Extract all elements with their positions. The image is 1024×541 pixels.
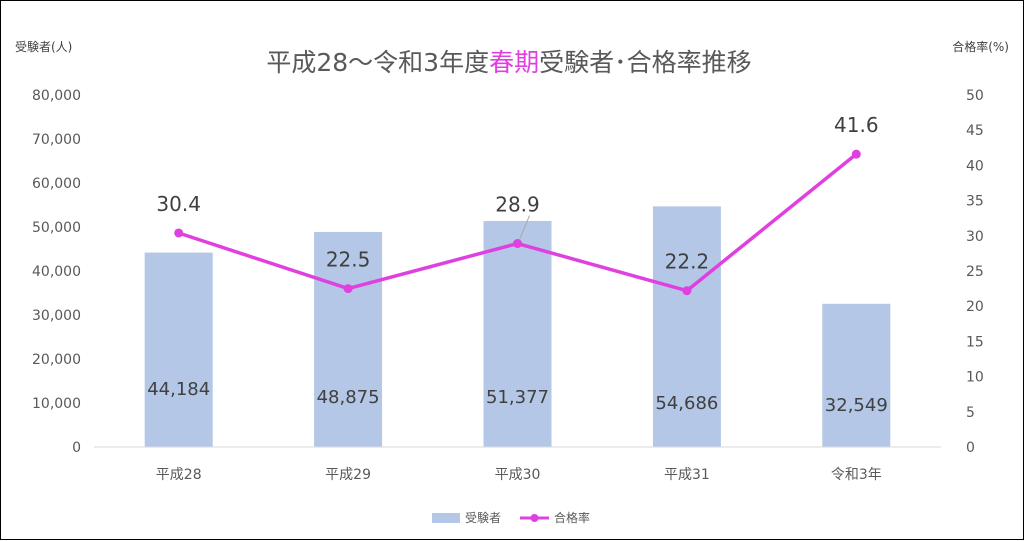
bar <box>822 303 891 447</box>
legend: 受験者 合格率 <box>432 510 590 525</box>
title-part-0: 平成28～令和3年度 <box>266 48 489 77</box>
left-tick-label: 80,000 <box>32 88 81 104</box>
legend-line-marker <box>530 514 539 522</box>
right-axis-label: 合格率(%) <box>952 39 1009 54</box>
line-point <box>513 239 522 249</box>
left-tick-label: 40,000 <box>32 264 81 280</box>
line-value-label: 28.9 <box>495 193 540 217</box>
line-value-label: 30.4 <box>156 192 201 216</box>
right-tick-label: 0 <box>966 440 975 456</box>
bar-value-label: 32,549 <box>825 395 888 416</box>
x-tick-label: 平成28 <box>156 467 202 483</box>
bar <box>652 206 721 447</box>
x-tick-label: 平成30 <box>495 467 541 483</box>
x-tick-label: 令和3年 <box>831 467 882 483</box>
bar-data-labels: 44,184 48,875 51,377 54,686 32,549 <box>147 379 888 416</box>
left-tick-label: 20,000 <box>32 352 81 368</box>
left-axis-ticks: 0 10,000 20,000 30,000 40,000 50,000 60,000 70,… <box>32 88 81 456</box>
x-tick-label: 平成31 <box>664 467 710 483</box>
left-tick-label: 0 <box>72 440 81 456</box>
left-tick-label: 50,000 <box>32 220 81 236</box>
left-tick-label: 70,000 <box>32 132 81 148</box>
line-data-labels: 30.4 22.5 28.9 22.2 41.6 <box>156 113 878 274</box>
left-tick-label: 60,000 <box>32 176 81 192</box>
x-axis-labels: 平成28 平成29 平成30 平成31 令和3年 <box>156 467 882 483</box>
legend-bar-swatch <box>432 513 460 523</box>
right-tick-label: 5 <box>966 405 975 421</box>
bar <box>483 220 552 447</box>
left-tick-label: 10,000 <box>32 396 81 412</box>
line-series <box>174 149 861 296</box>
title-part-2: 受験者･合格率推移 <box>539 48 752 77</box>
line-point <box>343 284 353 294</box>
right-tick-label: 25 <box>966 264 984 280</box>
right-tick-label: 15 <box>966 334 984 350</box>
legend-bar-label: 受験者 <box>465 510 501 525</box>
right-axis-ticks: 0 5 10 15 20 25 30 35 40 45 50 <box>966 88 984 456</box>
bar-value-label: 54,686 <box>655 393 718 414</box>
right-tick-label: 50 <box>966 88 984 104</box>
line-point <box>174 228 184 238</box>
bar <box>314 231 383 447</box>
left-axis-label: 受験者(人) <box>15 39 72 54</box>
right-tick-label: 35 <box>966 194 984 210</box>
label-leader-line <box>519 215 530 240</box>
line-value-label: 41.6 <box>834 113 879 137</box>
line-point <box>682 286 692 296</box>
line-value-label: 22.5 <box>326 248 371 272</box>
right-tick-label: 30 <box>966 229 984 245</box>
bar-value-label: 51,377 <box>486 387 549 408</box>
bar <box>144 252 213 447</box>
right-tick-label: 40 <box>966 158 984 174</box>
line-value-label: 22.2 <box>665 250 710 274</box>
bar-value-label: 48,875 <box>317 387 380 408</box>
right-tick-label: 20 <box>966 299 984 315</box>
legend-line-label: 合格率 <box>554 510 590 525</box>
bar-series <box>144 206 891 447</box>
bar-value-label: 44,184 <box>147 379 210 400</box>
right-tick-label: 45 <box>966 123 984 139</box>
x-tick-label: 平成29 <box>325 467 371 483</box>
chart-title: 平成28～令和3年度春期受験者･合格率推移 <box>266 48 751 77</box>
line-point <box>851 149 861 159</box>
left-tick-label: 30,000 <box>32 308 81 324</box>
right-tick-label: 10 <box>966 370 984 386</box>
title-part-1: 春期 <box>489 48 539 77</box>
